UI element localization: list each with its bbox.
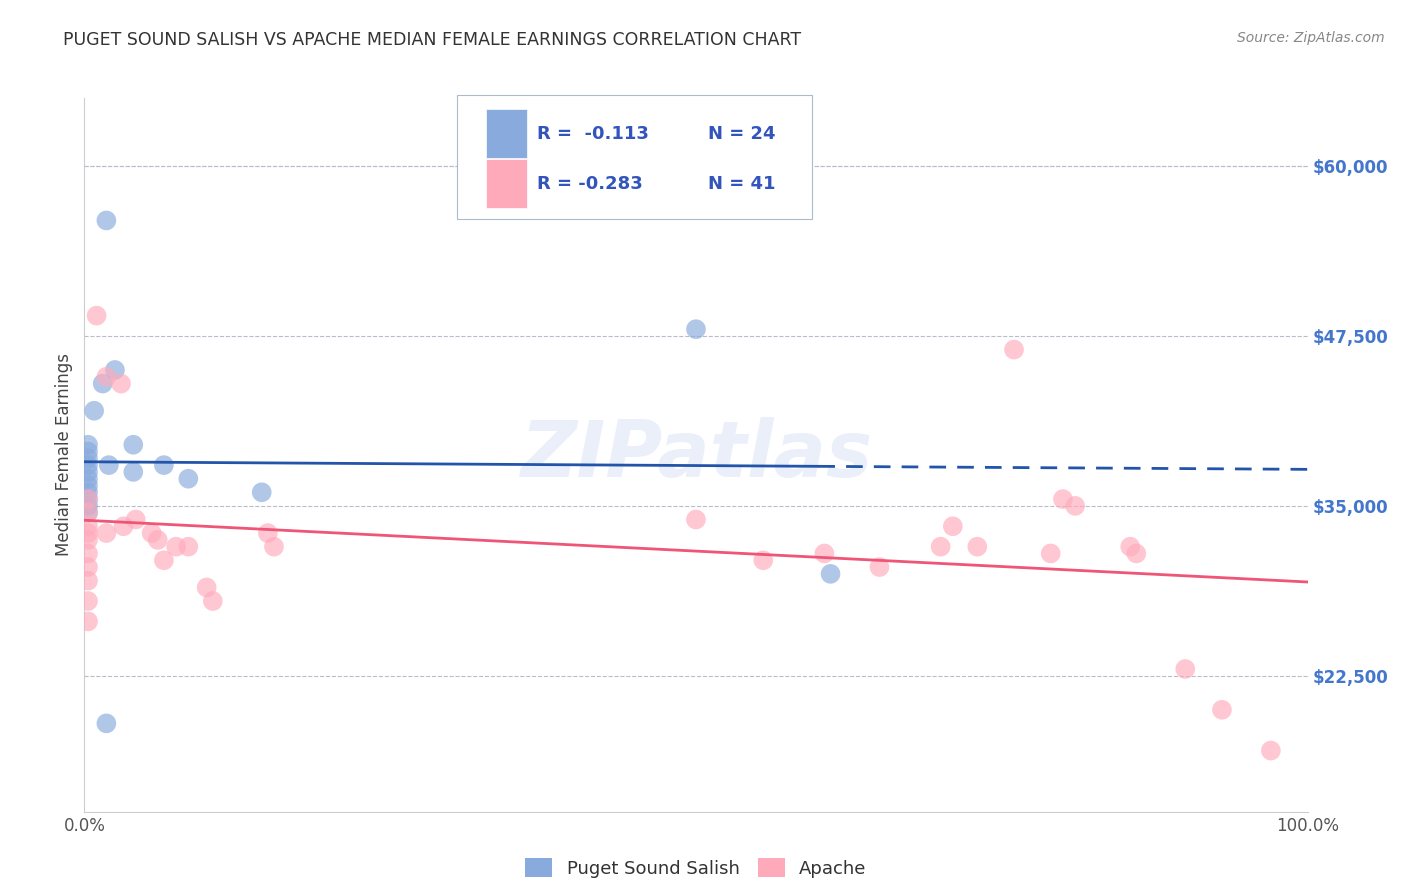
Point — [77, 519, 100, 533]
FancyBboxPatch shape — [485, 109, 527, 159]
Point — [77, 506, 100, 520]
Point — [77, 506, 100, 520]
Point — [1039, 546, 1062, 560]
Point — [1125, 546, 1147, 560]
Point — [96, 716, 118, 731]
Point — [77, 451, 100, 466]
Point — [86, 309, 108, 323]
Point — [146, 533, 169, 547]
Point — [77, 485, 100, 500]
Point — [250, 485, 273, 500]
Point — [122, 465, 145, 479]
Point — [942, 519, 965, 533]
Point — [820, 566, 842, 581]
Point — [77, 615, 100, 629]
Point — [77, 472, 100, 486]
Point — [263, 540, 285, 554]
Point — [153, 458, 176, 472]
Point — [201, 594, 224, 608]
Point — [1002, 343, 1025, 357]
Point — [929, 540, 952, 554]
Text: R = -0.283: R = -0.283 — [537, 175, 643, 193]
Point — [1064, 499, 1087, 513]
Text: ZIPatlas: ZIPatlas — [520, 417, 872, 493]
Point — [1211, 703, 1233, 717]
Point — [869, 560, 891, 574]
Point — [813, 546, 835, 560]
Point — [752, 553, 775, 567]
Point — [685, 512, 707, 526]
Text: R =  -0.113: R = -0.113 — [537, 125, 648, 143]
Point — [966, 540, 988, 554]
Point — [195, 581, 218, 595]
Text: PUGET SOUND SALISH VS APACHE MEDIAN FEMALE EARNINGS CORRELATION CHART: PUGET SOUND SALISH VS APACHE MEDIAN FEMA… — [63, 31, 801, 49]
Point — [177, 472, 200, 486]
Point — [1174, 662, 1197, 676]
Point — [77, 492, 100, 507]
Point — [77, 444, 100, 458]
Point — [1119, 540, 1142, 554]
FancyBboxPatch shape — [485, 159, 527, 209]
Point — [97, 458, 120, 472]
Point — [77, 438, 100, 452]
Point — [685, 322, 707, 336]
FancyBboxPatch shape — [457, 95, 813, 219]
Point — [77, 492, 100, 507]
Point — [153, 553, 176, 567]
Point — [77, 560, 100, 574]
Point — [141, 526, 163, 541]
Point — [77, 526, 100, 541]
Point — [83, 403, 105, 417]
Point — [77, 546, 100, 560]
Point — [77, 499, 100, 513]
Point — [96, 369, 118, 384]
Point — [77, 594, 100, 608]
Point — [165, 540, 187, 554]
Point — [77, 478, 100, 492]
Text: N = 41: N = 41 — [709, 175, 776, 193]
Point — [125, 512, 148, 526]
Legend: Puget Sound Salish, Apache: Puget Sound Salish, Apache — [517, 851, 875, 885]
Point — [77, 458, 100, 472]
Point — [96, 213, 118, 227]
Point — [96, 526, 118, 541]
Y-axis label: Median Female Earnings: Median Female Earnings — [55, 353, 73, 557]
Point — [1260, 743, 1282, 757]
Point — [110, 376, 132, 391]
Point — [257, 526, 280, 541]
Point — [122, 438, 145, 452]
Point — [112, 519, 135, 533]
Point — [104, 363, 127, 377]
Point — [1052, 492, 1074, 507]
Text: Source: ZipAtlas.com: Source: ZipAtlas.com — [1237, 31, 1385, 45]
Point — [91, 376, 114, 391]
Point — [77, 574, 100, 588]
Point — [177, 540, 200, 554]
Point — [77, 465, 100, 479]
Point — [77, 533, 100, 547]
Text: N = 24: N = 24 — [709, 125, 776, 143]
